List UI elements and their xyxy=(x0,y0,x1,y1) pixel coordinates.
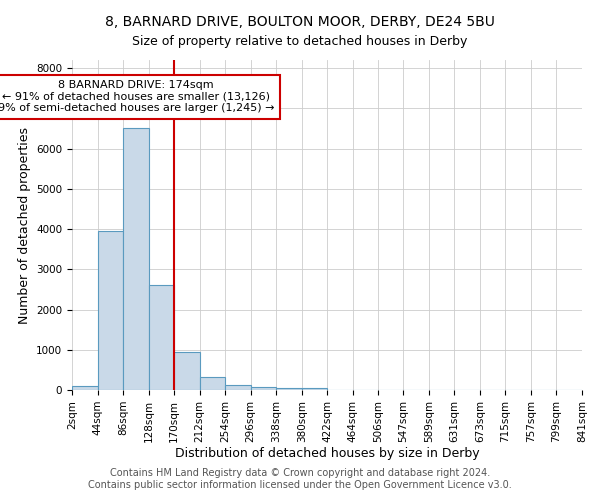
Bar xyxy=(200,377,225,390)
Bar xyxy=(174,352,200,390)
Text: Size of property relative to detached houses in Derby: Size of property relative to detached ho… xyxy=(133,35,467,48)
Text: 8 BARNARD DRIVE: 174sqm
← 91% of detached houses are smaller (13,126)
9% of semi: 8 BARNARD DRIVE: 174sqm ← 91% of detache… xyxy=(0,80,274,114)
Bar xyxy=(72,386,98,390)
Text: Contains HM Land Registry data © Crown copyright and database right 2024.
Contai: Contains HM Land Registry data © Crown c… xyxy=(88,468,512,490)
Text: 8, BARNARD DRIVE, BOULTON MOOR, DERBY, DE24 5BU: 8, BARNARD DRIVE, BOULTON MOOR, DERBY, D… xyxy=(105,15,495,29)
Bar xyxy=(98,231,123,390)
Bar xyxy=(276,388,302,390)
Bar xyxy=(123,128,149,390)
Bar xyxy=(149,286,174,390)
Bar xyxy=(302,388,328,390)
X-axis label: Distribution of detached houses by size in Derby: Distribution of detached houses by size … xyxy=(175,448,479,460)
Y-axis label: Number of detached properties: Number of detached properties xyxy=(17,126,31,324)
Bar xyxy=(251,387,276,390)
Bar xyxy=(225,385,251,390)
